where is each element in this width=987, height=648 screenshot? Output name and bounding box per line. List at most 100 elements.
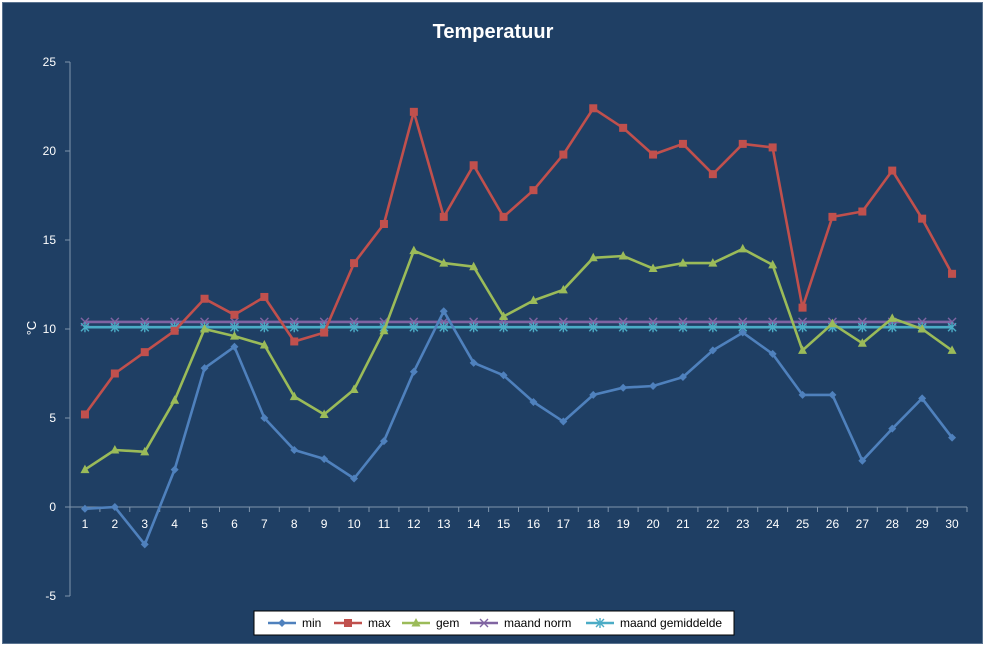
y-axis-label: °C [24, 321, 39, 336]
data-point-maand-gemiddelde [528, 322, 538, 333]
data-point-max [828, 212, 837, 221]
x-tick-label: 18 [587, 517, 601, 531]
legend-swatch-marker [411, 618, 421, 627]
data-point-min [738, 328, 747, 337]
data-point-gem [469, 261, 479, 271]
data-point-min [798, 390, 807, 399]
data-point-min [559, 417, 568, 426]
data-point-min [469, 358, 478, 367]
data-point-gem [289, 391, 299, 401]
legend-entry-maand-gemiddelde: maand gemiddelde [586, 616, 722, 630]
x-tick-label: 5 [201, 517, 208, 531]
data-point-maand-gemiddelde [798, 322, 808, 333]
y-tick-label: 10 [43, 322, 57, 336]
data-point-min [619, 383, 628, 392]
x-tick-label: 12 [407, 517, 421, 531]
data-point-min [828, 390, 837, 399]
x-tick-label: 24 [766, 517, 780, 531]
data-point-max [858, 207, 867, 216]
x-tick-label: 22 [706, 517, 720, 531]
data-point-gem [528, 295, 538, 305]
legend-entry-min: min [268, 616, 321, 630]
data-point-min [170, 465, 179, 474]
data-point-max [948, 269, 957, 278]
data-point-max [230, 310, 239, 319]
legend-label: min [302, 616, 321, 630]
data-point-max [649, 150, 658, 159]
data-point-gem [170, 395, 180, 404]
x-tick-label: 11 [378, 517, 391, 531]
data-point-gem [947, 345, 957, 354]
x-tick-label: 13 [437, 517, 451, 531]
data-point-gem [439, 258, 449, 267]
x-tick-label: 17 [557, 517, 571, 531]
x-tick-label: 27 [856, 517, 870, 531]
data-point-maand-gemiddelde [110, 322, 120, 333]
data-point-maand-gemiddelde [140, 322, 150, 333]
data-point-gem [349, 384, 359, 394]
legend-swatch-marker [595, 618, 605, 628]
x-tick-label: 30 [945, 517, 959, 531]
x-tick-label: 29 [915, 517, 929, 531]
data-point-min [290, 446, 299, 455]
data-point-max [559, 150, 568, 159]
data-point-gem [827, 318, 837, 328]
data-point-max [200, 294, 209, 303]
series-line-min [84, 309, 954, 546]
data-point-maand-gemiddelde [618, 322, 628, 333]
data-point-maand-gemiddelde [887, 322, 897, 333]
data-point-gem [588, 252, 598, 262]
data-point-min [350, 474, 359, 483]
y-tick-label: 25 [43, 55, 57, 69]
data-point-max [110, 369, 119, 378]
y-tick-label: 5 [49, 411, 56, 425]
data-point-min [888, 424, 897, 433]
y-tick-label: 0 [49, 500, 56, 514]
data-point-maand-gemiddelde [499, 322, 509, 333]
data-point-max [260, 292, 269, 301]
x-tick-label: 19 [616, 517, 630, 531]
series-max [80, 104, 957, 419]
data-point-max [918, 214, 927, 223]
data-point-max [768, 143, 777, 152]
data-point-gem [678, 258, 688, 267]
data-point-gem [917, 324, 927, 333]
data-point-gem [229, 331, 239, 340]
data-point-maand-gemiddelde [947, 322, 957, 333]
x-tick-label: 20 [646, 517, 660, 531]
x-tick-label: 21 [676, 517, 690, 531]
data-point-gem [379, 325, 389, 335]
data-point-min [948, 433, 957, 442]
data-point-min [708, 346, 717, 355]
legend-entry-max: max [334, 616, 391, 630]
data-point-max [888, 166, 897, 175]
data-point-gem [708, 258, 718, 267]
x-tick-label: 3 [141, 517, 148, 531]
x-tick-label: 15 [497, 517, 511, 531]
x-tick-label: 28 [886, 517, 900, 531]
data-point-gem [798, 345, 808, 354]
legend-label: gem [436, 616, 459, 630]
data-point-gem [738, 243, 748, 253]
data-point-gem [140, 446, 150, 456]
x-tick-label: 10 [347, 517, 361, 531]
legend: min max gem maand norm maand gemiddelde [253, 610, 735, 636]
data-point-max [469, 161, 478, 170]
data-point-min [260, 414, 269, 422]
data-point-min [649, 381, 658, 390]
x-tick-label: 7 [261, 517, 268, 531]
data-point-gem [80, 464, 90, 474]
y-tick-label: 15 [43, 233, 57, 247]
legend-swatch-marker [344, 619, 352, 627]
data-point-min [918, 394, 927, 403]
y-tick-label: -5 [45, 589, 56, 603]
data-point-gem [887, 313, 897, 322]
x-tick-label: 9 [321, 517, 328, 531]
legend-label: max [368, 616, 391, 630]
x-tick-label: 16 [527, 517, 541, 531]
data-point-min [529, 397, 538, 406]
data-point-maand-gemiddelde [768, 322, 778, 333]
data-point-gem [319, 409, 329, 418]
data-point-max [798, 303, 807, 312]
x-tick-label: 4 [171, 517, 178, 531]
